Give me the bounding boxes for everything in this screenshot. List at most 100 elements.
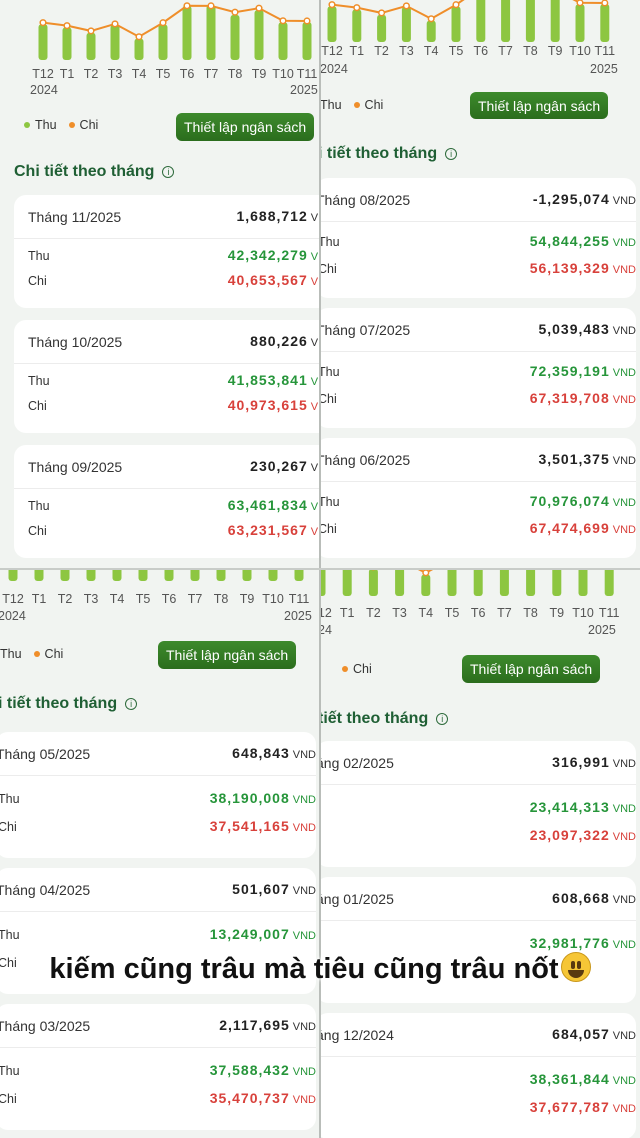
expense-point[interactable] [452,1,460,9]
expense-point[interactable] [135,33,143,41]
month-card[interactable]: Tháng 05/2025 648,843 VND Thu 38,190,008 VND C… [0,732,316,858]
info-icon[interactable]: i [436,713,449,725]
month-card[interactable]: Tháng 04/2025 501,607 VND Thu 13,249,007 VND C… [0,868,316,994]
expense-point[interactable] [353,4,361,12]
month-card[interactable]: Tháng 11/2025 1,688,712VND Thu 42,342,279VN… [14,195,320,308]
income-bar[interactable] [552,569,562,596]
expense-point[interactable] [111,20,119,28]
income-bar[interactable] [62,27,72,60]
income-bar[interactable] [138,569,148,581]
income-bar[interactable] [242,569,252,581]
expense-point[interactable] [87,27,95,35]
info-icon[interactable]: i [445,148,458,160]
legend-income[interactable]: Thu [0,647,22,661]
income-bar[interactable] [164,569,174,581]
income-bar[interactable] [575,4,585,42]
income-bar[interactable] [426,20,436,42]
budget-setup-button[interactable]: Thiết lập ngân sách [158,641,297,669]
month-card[interactable]: Tháng 06/2025 3,501,375 VND Thu 70,976,074 VN… [320,438,636,558]
income-bar[interactable] [604,569,614,596]
expense-point[interactable] [39,19,47,27]
income-bar[interactable] [401,6,411,42]
income-bar[interactable] [38,24,48,60]
month-card[interactable]: Tháng 09/2025 230,267VND Thu 63,461,834VND C… [14,445,320,558]
income-bar[interactable] [302,22,312,60]
income-bar[interactable] [550,0,560,42]
expense-point[interactable] [183,2,191,10]
net-amount: 230,267VND [250,458,320,474]
income-bar[interactable] [476,0,486,42]
income-bar[interactable] [327,6,337,42]
expense-point[interactable] [231,8,239,16]
expense-point[interactable] [159,19,167,27]
month-card[interactable]: Tháng 08/2025 -1,295,074 VND Thu 54,844,255 V… [320,178,636,298]
income-bar[interactable] [8,569,18,581]
legend-expense[interactable]: Chi [68,118,98,132]
income-bar[interactable] [230,14,240,60]
income-bar[interactable] [352,9,362,42]
info-icon[interactable]: i [162,166,175,178]
legend-expense[interactable]: Chi [353,98,383,112]
legend-income[interactable]: Thu [320,98,342,112]
income-bar[interactable] [421,574,431,596]
income-bar[interactable] [206,5,216,60]
income-bar[interactable] [268,569,278,581]
income-bar[interactable] [294,569,304,581]
income-bar[interactable] [34,569,44,581]
month-card[interactable]: áng 02/2025 316,991 VND 23,414,313 VND 23,097… [320,741,636,867]
income-bar[interactable] [110,24,120,60]
month-card[interactable]: Tháng 03/2025 2,117,695 VND Thu 37,588,432 VN… [0,1004,316,1130]
expense-point[interactable] [303,17,311,25]
income-bar[interactable] [60,569,70,581]
income-bar[interactable] [182,5,192,60]
month-tick-label: T12 [32,67,54,81]
income-bar[interactable] [86,569,96,581]
info-icon[interactable]: i [125,698,138,710]
income-bar[interactable] [158,24,168,61]
income-bar[interactable] [112,569,122,581]
income-bar[interactable] [320,569,326,596]
currency-unit: VND [612,894,636,906]
month-card[interactable]: Tháng 10/2025 880,226VND Thu 41,853,841VND C… [14,320,320,433]
expense-point[interactable] [63,22,71,30]
month-card[interactable]: Tháng 07/2025 5,039,483 VND Thu 72,359,191 VN… [320,308,636,428]
expense-point[interactable] [207,2,215,10]
expense-point[interactable] [427,15,435,23]
income-bar[interactable] [368,569,378,596]
income-bar[interactable] [342,569,352,596]
legend-expense[interactable]: Chi [342,662,372,676]
expense-point[interactable] [422,569,430,577]
expense-point[interactable] [402,2,410,10]
income-bar[interactable] [526,569,536,596]
income-bar[interactable] [578,569,588,596]
income-bar[interactable] [190,569,200,581]
income-bar[interactable] [377,14,387,42]
budget-setup-button[interactable]: Thiết lập ngân sách [176,113,315,141]
legend-income[interactable]: Thu [24,118,57,132]
expense-point[interactable] [601,0,609,7]
income-bar[interactable] [600,4,610,42]
income-bar[interactable] [473,569,483,596]
budget-setup-button[interactable]: Thiết lập ngân sách [462,655,601,683]
income-bar[interactable] [395,569,405,596]
income-bar[interactable] [499,569,509,596]
income-bar[interactable] [278,22,288,60]
income-bar[interactable] [525,0,535,42]
expense-point[interactable] [255,4,263,12]
budget-setup-button[interactable]: Thiết lập ngân sách [470,92,609,119]
income-bar[interactable] [254,10,264,60]
expense-point[interactable] [328,1,336,9]
income-bar[interactable] [134,38,144,60]
income-bar[interactable] [216,569,226,581]
income-bar[interactable] [451,6,461,43]
expense-point[interactable] [378,9,386,17]
expense-point[interactable] [576,0,584,7]
legend-expense[interactable]: Chi [33,647,63,661]
income-bar[interactable] [447,569,457,596]
expense-point[interactable] [279,17,287,25]
month-card[interactable]: áng 12/2024 684,057 VND 38,361,844 VND 37,677… [320,1013,636,1138]
income-bar[interactable] [501,0,511,42]
income-bar[interactable] [86,32,96,60]
expense-label: Chi [0,819,17,834]
